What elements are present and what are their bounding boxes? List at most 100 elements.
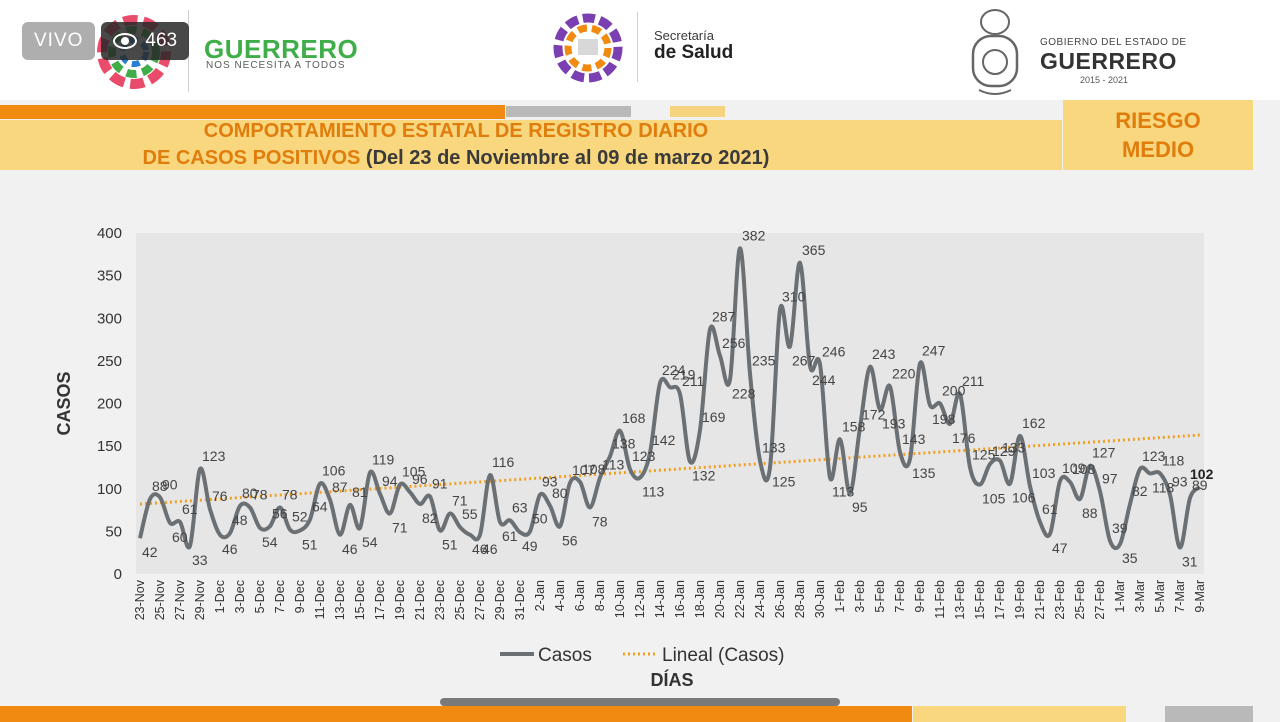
salud-title: de Salud	[654, 42, 734, 63]
data-label: 135	[912, 465, 936, 481]
scrollbar[interactable]	[440, 698, 840, 706]
x-tick-label: 31-Dec	[513, 580, 527, 620]
x-tick-label: 19-Feb	[1013, 580, 1027, 620]
data-label: 176	[952, 430, 976, 446]
view-count: 463	[145, 30, 178, 51]
data-label: 200	[942, 383, 966, 399]
x-tick-label: 3-Mar	[1133, 580, 1147, 613]
data-label: 113	[602, 457, 625, 473]
data-label: 96	[412, 471, 428, 487]
data-label: 158	[842, 418, 866, 434]
y-axis-label: CASOS	[54, 371, 74, 435]
data-label: 60	[172, 529, 188, 545]
data-label: 224	[662, 362, 686, 378]
x-tick-label: 28-Jan	[793, 580, 807, 618]
x-tick-label: 16-Jan	[673, 580, 687, 618]
data-label: 198	[932, 411, 956, 427]
legend-label: Casos	[538, 645, 592, 666]
x-tick-label: 27-Nov	[173, 579, 187, 620]
salud-logo-icon	[553, 13, 623, 83]
data-label: 88	[1082, 505, 1098, 521]
data-label: 61	[502, 528, 518, 544]
x-tick-label: 11-Dec	[313, 580, 327, 619]
data-label: 71	[392, 519, 408, 535]
divider	[637, 12, 638, 82]
data-label: 162	[1022, 415, 1046, 431]
x-tick-label: 7-Dec	[273, 580, 287, 613]
x-tick-label: 24-Jan	[753, 580, 767, 618]
risk-label: RIESGO	[1115, 108, 1201, 133]
data-label: 42	[142, 544, 158, 560]
decor-band	[506, 106, 631, 117]
data-label: 46	[482, 541, 498, 557]
x-tick-label: 27-Feb	[1093, 580, 1107, 620]
data-label: 54	[362, 534, 378, 550]
data-label: 107	[572, 462, 596, 478]
data-label: 193	[882, 415, 906, 431]
y-tick-label: 50	[105, 523, 122, 540]
data-label: 56	[562, 532, 578, 548]
live-indicator: VIVO 463	[22, 22, 190, 60]
data-label: 119	[372, 452, 395, 468]
data-label: 51	[442, 537, 458, 553]
data-label: 50	[532, 510, 548, 526]
y-tick-label: 300	[97, 310, 122, 327]
data-label: 64	[312, 498, 328, 514]
x-tick-label: 25-Dec	[453, 580, 467, 620]
x-tick-label: 19-Dec	[393, 580, 407, 620]
data-label: 310	[782, 289, 806, 305]
data-label: 133	[762, 440, 786, 456]
x-tick-label: 26-Jan	[773, 580, 787, 618]
data-label: 61	[1042, 501, 1058, 517]
x-tick-label: 2-Jan	[533, 580, 547, 611]
data-label: 49	[522, 538, 538, 554]
data-label: 52	[292, 509, 308, 525]
data-label: 113	[832, 484, 855, 500]
x-tick-label: 1-Dec	[213, 580, 227, 613]
x-tick-label: 8-Jan	[593, 580, 607, 611]
data-label: 256	[722, 335, 746, 351]
data-label: 109	[1062, 460, 1086, 476]
data-label: 169	[702, 409, 726, 425]
data-label: 78	[252, 487, 268, 503]
x-tick-label: 14-Jan	[653, 580, 667, 618]
x-tick-label: 10-Jan	[613, 580, 627, 618]
data-label: 118	[1162, 452, 1185, 468]
data-label: 168	[622, 410, 646, 426]
x-tick-label: 29-Dec	[493, 580, 507, 620]
data-label: 46	[342, 541, 358, 557]
data-label: 105	[402, 463, 426, 479]
data-label: 35	[1122, 550, 1138, 566]
x-tick-label: 5-Dec	[253, 580, 267, 613]
data-label: 61	[182, 501, 198, 517]
data-label: 94	[382, 473, 398, 489]
data-label: 103	[1032, 465, 1056, 481]
series-line-casos	[138, 246, 1202, 551]
view-counter: 463	[101, 22, 190, 60]
data-label: 129	[992, 443, 1016, 459]
x-tick-label: 30-Jan	[813, 580, 827, 618]
x-tick-label: 13-Dec	[333, 580, 347, 620]
x-tick-label: 11-Feb	[933, 580, 947, 619]
data-label: 235	[752, 353, 776, 369]
x-tick-label: 5-Mar	[1153, 580, 1167, 613]
chart-title-emphasis: DE CASOS POSITIVOS	[142, 147, 361, 169]
data-label: 102	[1190, 466, 1214, 482]
x-tick-label: 13-Feb	[953, 580, 967, 620]
chart-title-banner: COMPORTAMIENTO ESTATAL DE REGISTRO DIARI…	[0, 120, 1062, 170]
decor-band	[1165, 706, 1253, 722]
header-bar	[0, 0, 1280, 100]
x-tick-label: 23-Nov	[133, 579, 147, 620]
x-tick-label: 5-Feb	[873, 580, 887, 613]
gob-title: GUERRERO	[1040, 48, 1177, 74]
data-label: 246	[822, 343, 846, 359]
data-label: 382	[742, 227, 766, 243]
gob-label: GOBIERNO DEL ESTADO DE	[1040, 37, 1187, 48]
data-label: 123	[202, 448, 226, 464]
data-label: 211	[962, 373, 985, 389]
x-tick-label: 21-Dec	[413, 580, 427, 620]
data-label: 93	[542, 474, 558, 490]
data-label: 113	[642, 484, 665, 500]
x-tick-label: 17-Feb	[993, 580, 1007, 620]
data-label: 142	[652, 432, 676, 448]
